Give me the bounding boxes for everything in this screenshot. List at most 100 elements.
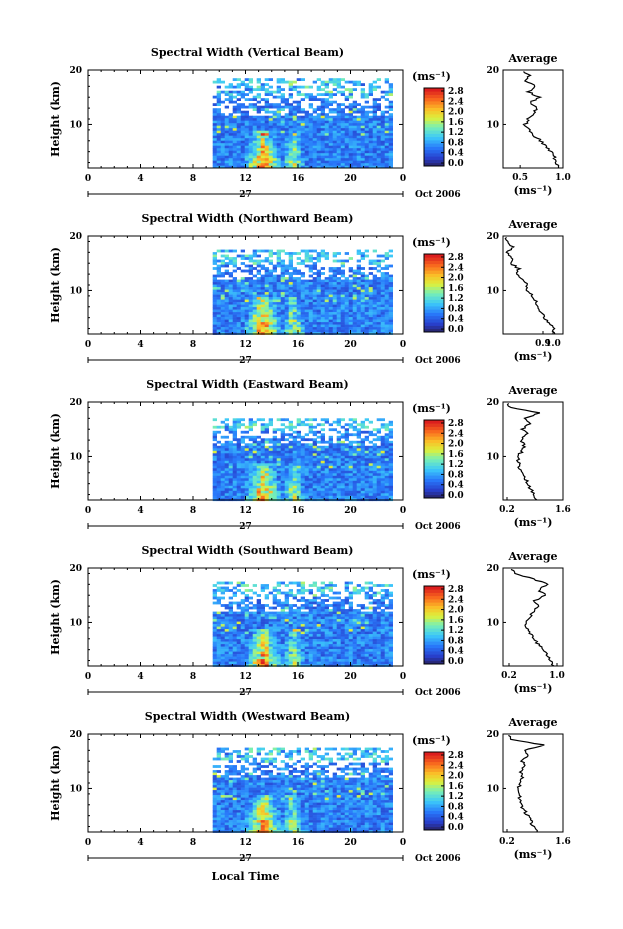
heatmap-cell <box>352 453 357 457</box>
heatmap-cell <box>376 448 381 452</box>
average-frame <box>502 235 564 335</box>
heatmap-cell <box>292 299 297 303</box>
heatmap-cell <box>240 448 245 452</box>
heatmap-cell <box>244 163 249 166</box>
heatmap-cell <box>292 473 297 477</box>
heatmap-cell <box>244 158 249 161</box>
heatmap-cell <box>232 284 237 288</box>
panel-title: Spectral Width (Southward Beam) <box>141 544 353 557</box>
heatmap-cell <box>324 140 329 144</box>
heatmap-cell <box>312 287 317 290</box>
heatmap-cell <box>292 307 297 310</box>
heatmap-cell <box>356 324 361 328</box>
heatmap-cell <box>232 490 237 494</box>
heatmap-cell <box>312 465 317 469</box>
heatmap-cell <box>292 495 297 499</box>
colorbar-swatch <box>424 104 444 108</box>
heatmap-cell <box>356 277 361 280</box>
heatmap-cell <box>368 150 373 154</box>
heatmap-cell <box>304 254 309 258</box>
heatmap-cell <box>320 292 325 295</box>
heatmap-cell <box>388 264 393 268</box>
heatmap-cell <box>384 485 389 489</box>
heatmap-cell <box>228 284 233 288</box>
heatmap-cell <box>364 307 369 310</box>
heatmap-cell <box>292 621 297 625</box>
heatmap-cell <box>300 473 305 477</box>
heatmap-cell <box>348 128 353 131</box>
heatmap-cell <box>384 128 389 131</box>
heatmap-cell <box>344 105 349 109</box>
heatmap-cell <box>328 448 333 452</box>
heatmap-cell <box>264 259 269 263</box>
heatmap-cell <box>220 624 225 627</box>
heatmap-cell <box>252 262 257 265</box>
heatmap-cell <box>372 629 377 632</box>
heatmap-cell <box>332 287 337 290</box>
heatmap-cell <box>276 418 281 422</box>
heatmap-cell <box>328 158 333 161</box>
heatmap-cell <box>308 138 313 141</box>
heatmap-cell <box>220 115 225 119</box>
heatmap-cell <box>340 475 345 479</box>
heatmap-cell <box>316 468 321 472</box>
heatmap-cell <box>288 495 293 499</box>
heatmap-cell <box>320 485 325 489</box>
heatmap-cell <box>216 130 221 134</box>
heatmap-cell <box>220 160 225 164</box>
heatmap-cell <box>364 488 369 492</box>
heatmap-cell <box>212 262 217 265</box>
heatmap-cell <box>256 269 261 273</box>
heatmap-cell <box>388 100 393 104</box>
average-x-tick-label: 1.0 <box>555 173 571 183</box>
heatmap-cell <box>356 495 361 499</box>
colorbar-swatch <box>424 107 444 112</box>
heatmap-cell <box>328 155 333 159</box>
heatmap-cell <box>328 292 333 295</box>
heatmap-cell <box>248 150 253 154</box>
heatmap-cell <box>372 140 377 144</box>
heatmap-cell <box>280 125 285 129</box>
heatmap-cell <box>224 460 229 464</box>
heatmap-cell <box>384 445 389 449</box>
heatmap-cell <box>300 120 305 124</box>
heatmap-cell <box>216 150 221 154</box>
heatmap-cell <box>284 314 289 318</box>
heatmap-cell <box>344 98 349 101</box>
heatmap-cell <box>284 125 289 129</box>
heatmap-cell <box>364 329 369 333</box>
heatmap-cell <box>336 329 341 333</box>
heatmap-cell <box>284 606 289 610</box>
heatmap-cell <box>380 110 385 114</box>
heatmap-cell <box>300 475 305 479</box>
heatmap-cell <box>268 299 273 303</box>
heatmap-cell <box>360 123 365 126</box>
heatmap-cell <box>348 135 353 139</box>
heatmap-cell <box>372 458 377 462</box>
heatmap-cell <box>308 463 313 467</box>
heatmap-cell <box>244 495 249 499</box>
heatmap-cell <box>324 599 329 602</box>
heatmap-cell <box>380 304 385 308</box>
heatmap-cell <box>272 470 277 474</box>
heatmap-cell <box>320 324 325 328</box>
heatmap-cell <box>312 440 317 444</box>
heatmap-cell <box>356 490 361 494</box>
heatmap-cell <box>328 616 333 620</box>
heatmap-cell <box>212 634 217 637</box>
x-tick-label: 0 <box>85 506 91 516</box>
heatmap-cell <box>336 470 341 474</box>
heatmap-cell <box>328 145 333 149</box>
heatmap-cell <box>372 297 377 300</box>
heatmap-cell <box>376 624 381 627</box>
heatmap-cell <box>216 495 221 499</box>
heatmap-cell <box>304 443 309 447</box>
heatmap-cell <box>296 297 301 300</box>
heatmap-cell <box>380 150 385 154</box>
heatmap-cell <box>252 463 257 467</box>
heatmap-cell <box>224 631 229 635</box>
heatmap-cell <box>224 604 229 607</box>
colorbar-swatch <box>424 452 444 457</box>
heatmap-cell <box>248 269 253 273</box>
heatmap-cell <box>296 450 301 454</box>
